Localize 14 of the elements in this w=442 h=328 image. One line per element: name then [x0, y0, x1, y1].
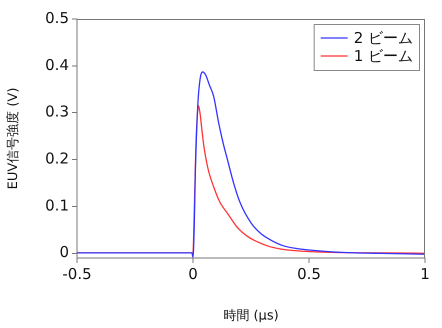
y-tick-label: 0 — [59, 243, 69, 262]
y-tick-label: 0.4 — [45, 56, 69, 74]
y-tick-label: 0.1 — [45, 196, 69, 214]
y-tick-label: 0.5 — [45, 8, 69, 27]
x-tick-label: 0.5 — [297, 264, 321, 283]
x-tick-label: 0 — [188, 264, 198, 283]
y-tick-label: 0.2 — [45, 149, 69, 168]
legend-label: 1 ビーム — [354, 46, 413, 65]
x-tick-label: -0.5 — [62, 264, 92, 283]
y-axis-title: EUV信号強度 (V) — [5, 88, 22, 190]
x-tick-label: 1 — [420, 264, 430, 283]
legend-label: 2 ビーム — [354, 28, 413, 47]
x-axis-title: 時間 (μs) — [223, 308, 279, 324]
y-tick-label: 0.3 — [45, 102, 69, 121]
